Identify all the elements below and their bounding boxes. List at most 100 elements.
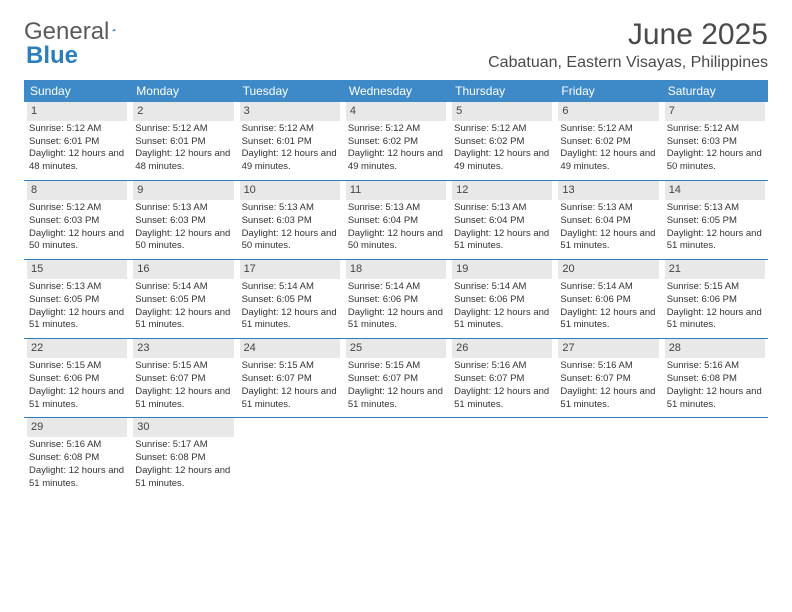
day-number: 4 (346, 102, 446, 121)
sunrise-line: Sunrise: 5:16 AM (667, 360, 763, 373)
day-number: 15 (27, 260, 127, 279)
day-cell: 13Sunrise: 5:13 AMSunset: 6:04 PMDayligh… (555, 181, 661, 259)
sunrise-line: Sunrise: 5:16 AM (560, 360, 656, 373)
day-cell (343, 418, 449, 496)
sunset-line: Sunset: 6:06 PM (29, 373, 125, 386)
day-info: Sunrise: 5:15 AMSunset: 6:06 PMDaylight:… (665, 281, 765, 332)
daylight-line: Daylight: 12 hours and 50 minutes. (135, 228, 231, 254)
sunrise-line: Sunrise: 5:13 AM (135, 202, 231, 215)
day-number: 11 (346, 181, 446, 200)
day-cell: 19Sunrise: 5:14 AMSunset: 6:06 PMDayligh… (449, 260, 555, 338)
day-info: Sunrise: 5:14 AMSunset: 6:05 PMDaylight:… (240, 281, 340, 332)
day-info: Sunrise: 5:12 AMSunset: 6:01 PMDaylight:… (133, 123, 233, 174)
day-number: 25 (346, 339, 446, 358)
day-cell (662, 418, 768, 496)
sunset-line: Sunset: 6:03 PM (135, 215, 231, 228)
day-info: Sunrise: 5:12 AMSunset: 6:03 PMDaylight:… (665, 123, 765, 174)
daylight-line: Daylight: 12 hours and 50 minutes. (667, 148, 763, 174)
day-cell: 17Sunrise: 5:14 AMSunset: 6:05 PMDayligh… (237, 260, 343, 338)
sunrise-line: Sunrise: 5:15 AM (242, 360, 338, 373)
day-number: 24 (240, 339, 340, 358)
daylight-line: Daylight: 12 hours and 51 minutes. (560, 307, 656, 333)
sunrise-line: Sunrise: 5:14 AM (348, 281, 444, 294)
day-cell: 29Sunrise: 5:16 AMSunset: 6:08 PMDayligh… (24, 418, 130, 496)
header: General June 2025 Cabatuan, Eastern Visa… (24, 18, 768, 72)
sunset-line: Sunset: 6:01 PM (242, 136, 338, 149)
daylight-line: Daylight: 12 hours and 51 minutes. (29, 465, 125, 491)
daylight-line: Daylight: 12 hours and 50 minutes. (348, 228, 444, 254)
day-number: 28 (665, 339, 765, 358)
day-info: Sunrise: 5:14 AMSunset: 6:05 PMDaylight:… (133, 281, 233, 332)
sunrise-line: Sunrise: 5:14 AM (135, 281, 231, 294)
daylight-line: Daylight: 12 hours and 50 minutes. (242, 228, 338, 254)
day-cell (555, 418, 661, 496)
day-cell: 8Sunrise: 5:12 AMSunset: 6:03 PMDaylight… (24, 181, 130, 259)
daylight-line: Daylight: 12 hours and 49 minutes. (560, 148, 656, 174)
day-number: 1 (27, 102, 127, 121)
day-number: 20 (558, 260, 658, 279)
day-cell: 4 Sunrise: 5:12 AMSunset: 6:02 PMDaylight… (343, 102, 449, 180)
sunset-line: Sunset: 6:02 PM (454, 136, 550, 149)
day-cell: 21Sunrise: 5:15 AMSunset: 6:06 PMDayligh… (662, 260, 768, 338)
day-cell: 7Sunrise: 5:12 AMSunset: 6:03 PMDaylight… (662, 102, 768, 180)
day-info: Sunrise: 5:12 AMSunset: 6:02 PMDaylight:… (346, 123, 446, 174)
day-header-row: SundayMondayTuesdayWednesdayThursdayFrid… (24, 80, 768, 102)
day-number: 10 (240, 181, 340, 200)
logo-text-blue: Blue (26, 42, 78, 70)
daylight-line: Daylight: 12 hours and 51 minutes. (135, 307, 231, 333)
location: Cabatuan, Eastern Visayas, Philippines (488, 54, 768, 72)
daylight-line: Daylight: 12 hours and 49 minutes. (348, 148, 444, 174)
daylight-line: Daylight: 12 hours and 51 minutes. (242, 386, 338, 412)
day-info: Sunrise: 5:14 AMSunset: 6:06 PMDaylight:… (452, 281, 552, 332)
day-info: Sunrise: 5:14 AMSunset: 6:06 PMDaylight:… (558, 281, 658, 332)
day-info: Sunrise: 5:14 AMSunset: 6:06 PMDaylight:… (346, 281, 446, 332)
sunrise-line: Sunrise: 5:15 AM (348, 360, 444, 373)
day-number: 12 (452, 181, 552, 200)
sunrise-line: Sunrise: 5:14 AM (242, 281, 338, 294)
sunrise-line: Sunrise: 5:14 AM (454, 281, 550, 294)
sunrise-line: Sunrise: 5:17 AM (135, 439, 231, 452)
day-cell: 6Sunrise: 5:12 AMSunset: 6:02 PMDaylight… (555, 102, 661, 180)
sunrise-line: Sunrise: 5:12 AM (454, 123, 550, 136)
sunset-line: Sunset: 6:04 PM (454, 215, 550, 228)
day-number: 2 (133, 102, 233, 121)
sunrise-line: Sunrise: 5:12 AM (29, 123, 125, 136)
sunset-line: Sunset: 6:04 PM (560, 215, 656, 228)
day-number: 22 (27, 339, 127, 358)
day-number: 16 (133, 260, 233, 279)
daylight-line: Daylight: 12 hours and 51 minutes. (242, 307, 338, 333)
day-number: 27 (558, 339, 658, 358)
sunrise-line: Sunrise: 5:12 AM (135, 123, 231, 136)
sunset-line: Sunset: 6:07 PM (454, 373, 550, 386)
sunrise-line: Sunrise: 5:16 AM (454, 360, 550, 373)
daylight-line: Daylight: 12 hours and 51 minutes. (454, 228, 550, 254)
sunset-line: Sunset: 6:07 PM (242, 373, 338, 386)
daylight-line: Daylight: 12 hours and 51 minutes. (135, 465, 231, 491)
day-number: 29 (27, 418, 127, 437)
sunset-line: Sunset: 6:06 PM (348, 294, 444, 307)
week-row: 8Sunrise: 5:12 AMSunset: 6:03 PMDaylight… (24, 181, 768, 260)
daylight-line: Daylight: 12 hours and 51 minutes. (667, 228, 763, 254)
sunset-line: Sunset: 6:07 PM (560, 373, 656, 386)
day-cell: 15Sunrise: 5:13 AMSunset: 6:05 PMDayligh… (24, 260, 130, 338)
daylight-line: Daylight: 12 hours and 49 minutes. (242, 148, 338, 174)
day-cell: 1Sunrise: 5:12 AMSunset: 6:01 PMDaylight… (24, 102, 130, 180)
day-cell: 12Sunrise: 5:13 AMSunset: 6:04 PMDayligh… (449, 181, 555, 259)
sunrise-line: Sunrise: 5:12 AM (560, 123, 656, 136)
day-info: Sunrise: 5:13 AMSunset: 6:04 PMDaylight:… (558, 202, 658, 253)
daylight-line: Daylight: 12 hours and 51 minutes. (454, 386, 550, 412)
day-cell: 10Sunrise: 5:13 AMSunset: 6:03 PMDayligh… (237, 181, 343, 259)
daylight-line: Daylight: 12 hours and 51 minutes. (560, 386, 656, 412)
day-number: 6 (558, 102, 658, 121)
daylight-line: Daylight: 12 hours and 48 minutes. (29, 148, 125, 174)
sunrise-line: Sunrise: 5:15 AM (29, 360, 125, 373)
day-cell: 18Sunrise: 5:14 AMSunset: 6:06 PMDayligh… (343, 260, 449, 338)
day-info: Sunrise: 5:13 AMSunset: 6:05 PMDaylight:… (665, 202, 765, 253)
day-number: 23 (133, 339, 233, 358)
week-row: 15Sunrise: 5:13 AMSunset: 6:05 PMDayligh… (24, 260, 768, 339)
sunset-line: Sunset: 6:08 PM (135, 452, 231, 465)
day-cell: 20 Sunrise: 5:14 AMSunset: 6:06 PMDayligh… (555, 260, 661, 338)
day-info: Sunrise: 5:15 AMSunset: 6:07 PMDaylight:… (133, 360, 233, 411)
sunset-line: Sunset: 6:03 PM (29, 215, 125, 228)
sunrise-line: Sunrise: 5:13 AM (29, 281, 125, 294)
